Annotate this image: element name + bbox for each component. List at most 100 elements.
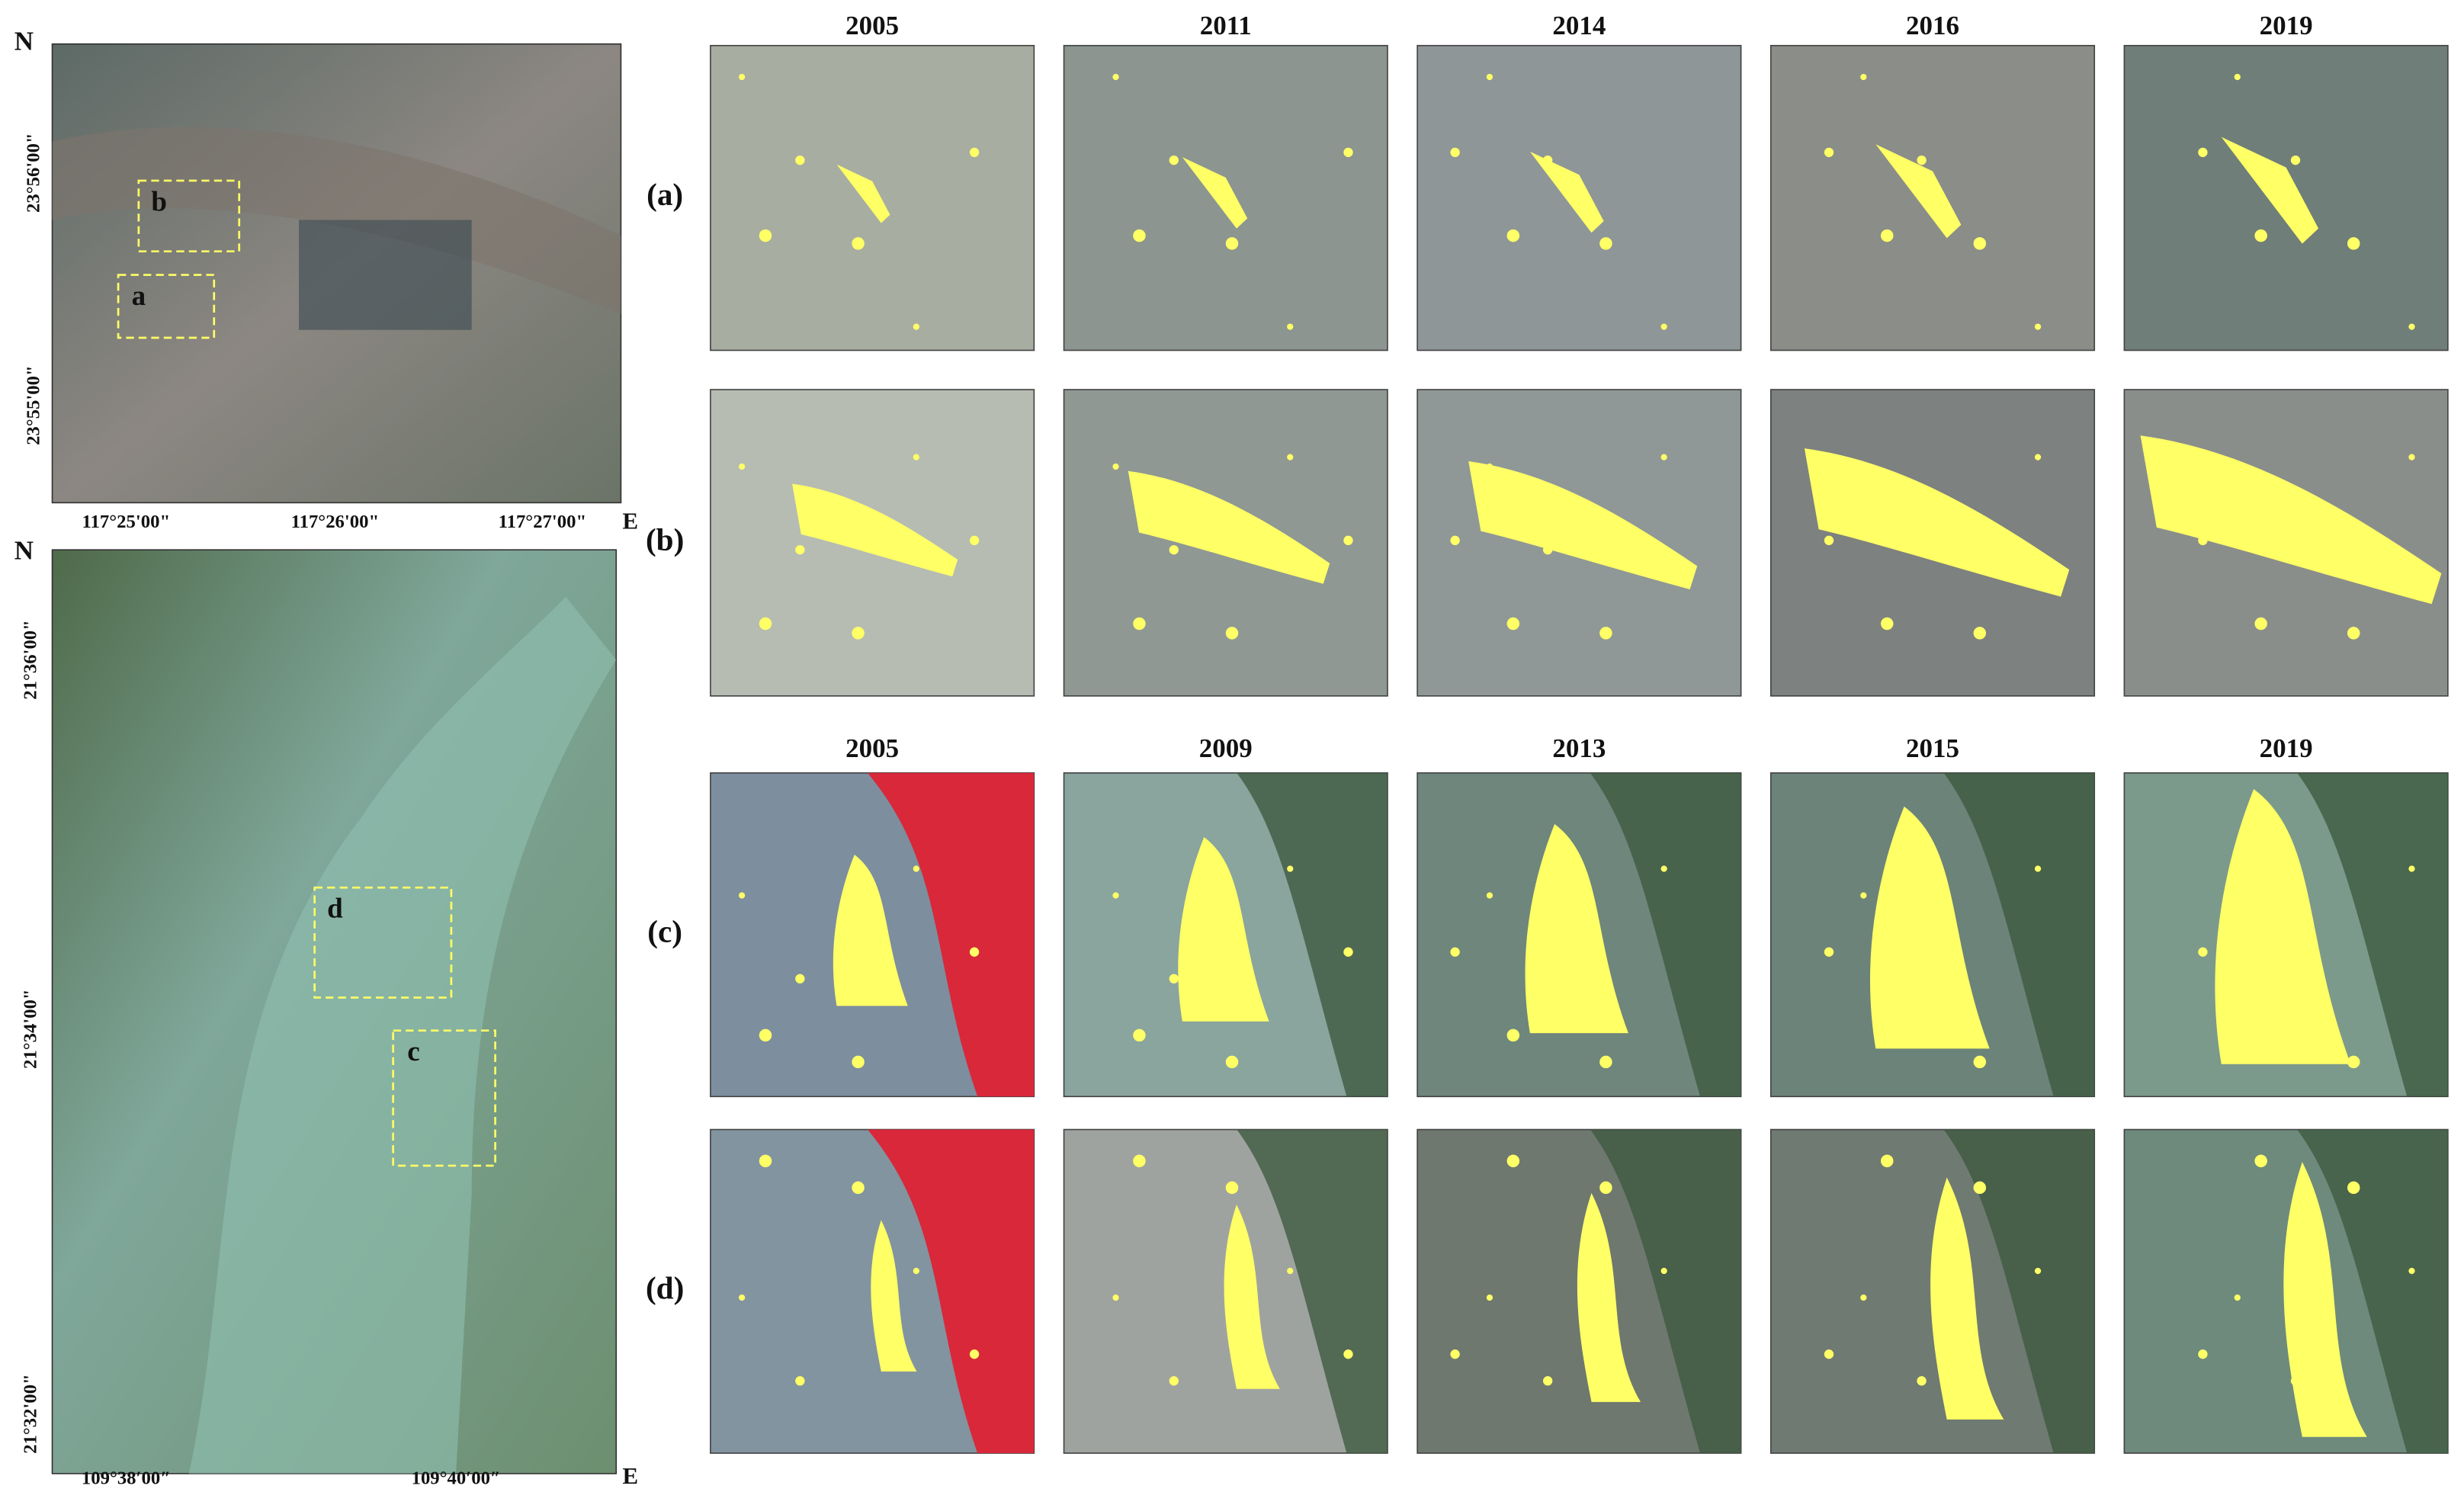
tidal-flat-patch	[795, 974, 805, 984]
vegetation-green	[2297, 1129, 2448, 1454]
vegetation-green	[1590, 1129, 1741, 1454]
tidal-flat-patch	[2234, 1294, 2241, 1301]
tidal-flat-patch	[1450, 147, 1460, 158]
year-header: 2005	[845, 11, 899, 40]
tidal-flat-patch	[2254, 1154, 2267, 1167]
tidal-flat-mask	[2140, 435, 2442, 605]
tidal-flat-mask	[1128, 470, 1330, 584]
tidal-flat-mask	[836, 164, 890, 223]
tidal-flat-patch	[2034, 454, 2042, 460]
tidal-flat-patch	[852, 1055, 865, 1069]
tidal-flat-patch	[759, 1028, 772, 1042]
year-header: 2019	[2260, 11, 2313, 40]
tidal-flat-patch	[1225, 1181, 1239, 1195]
tidal-flat-patch	[1287, 323, 1294, 330]
tidal-flat-patch	[795, 155, 805, 165]
longitude-label: 117°27'00"	[499, 512, 587, 532]
tidal-flat-patch	[2408, 454, 2415, 460]
tidal-flat-patch	[2408, 865, 2415, 872]
tidal-flat-patch	[2347, 237, 2360, 250]
tidal-flat-mask	[1224, 1205, 1280, 1389]
year-header: 2016	[1906, 11, 1959, 40]
study-area-label: c	[407, 1036, 419, 1067]
tidal-flat-mask	[1804, 448, 2070, 597]
tidal-flat-patch	[2347, 1181, 2360, 1195]
vegetation-green	[2297, 772, 2448, 1097]
tidal-flat-patch	[2290, 974, 2301, 984]
tidal-flat-patch	[1973, 1055, 1987, 1069]
tidal-flat-patch	[1881, 229, 1894, 242]
tidal-flat-patch	[1169, 974, 1179, 984]
tidal-flat-patch	[1860, 463, 1867, 470]
tidal-flat-patch	[2198, 147, 2208, 158]
vegetation-green	[1943, 772, 2095, 1097]
tidal-flat-patch	[1112, 892, 1119, 899]
tidal-flat-patch	[913, 865, 919, 872]
tidal-flat-patch	[1860, 73, 1867, 81]
tidal-flat-patch	[1506, 617, 1520, 631]
tidal-flat-patch	[1506, 1154, 1520, 1167]
tidal-flat-patch	[1917, 545, 1927, 555]
tidal-flat-patch	[2408, 323, 2415, 330]
year-header: 2013	[1552, 733, 1606, 763]
tidal-flat-mask	[1875, 144, 1962, 239]
tidal-flat-patch	[1486, 73, 1493, 81]
vegetation-green	[1590, 772, 1741, 1097]
tidal-flat-patch	[2234, 892, 2241, 899]
tidal-flat-patch	[1287, 454, 1294, 460]
tidal-flat-patch	[1112, 73, 1119, 81]
tidal-flat-patch	[1450, 947, 1460, 957]
tidal-flat-patch	[1542, 155, 1553, 165]
tidal-flat-patch	[1169, 1376, 1179, 1386]
tidal-flat-patch	[969, 947, 980, 957]
tidal-flat-patch	[2198, 1349, 2208, 1359]
row-label: (c)	[647, 913, 682, 949]
tidal-flat-patch	[1133, 229, 1146, 242]
east-label: E	[623, 1462, 639, 1489]
latitude-label: 23°55'00"	[24, 365, 44, 445]
tidal-flat-patch	[1486, 1294, 1493, 1301]
tidal-flat-patch	[2290, 545, 2301, 555]
tidal-flat-patch	[1343, 147, 1353, 158]
tidal-flat-patch	[2034, 865, 2042, 872]
latitude-label: 21°32'00"	[20, 1374, 40, 1454]
tidal-flat-patch	[2198, 947, 2208, 957]
tidal-flat-patch	[1881, 1028, 1894, 1042]
longitude-label: 117°26'00"	[291, 512, 380, 532]
tidal-flat-patch	[1343, 1349, 1353, 1359]
latitude-label: 21°34'00"	[20, 989, 40, 1069]
tidal-flat-mask	[1529, 151, 1604, 233]
row-label: (b)	[646, 521, 684, 557]
tidal-flat-patch	[1881, 617, 1894, 631]
tidal-flat-mask	[1869, 806, 1990, 1049]
tidal-flat-patch	[738, 463, 746, 470]
tidal-flat-patch	[1133, 1028, 1146, 1042]
year-header: 2015	[1906, 733, 1959, 763]
study-area-box	[392, 1029, 496, 1167]
tidal-flat-patch	[2198, 535, 2208, 546]
tidal-flat-patch	[1450, 1349, 1460, 1359]
tidal-flat-patch	[1660, 1267, 1667, 1275]
row-label: (d)	[646, 1270, 684, 1306]
tidal-flat-patch	[1287, 865, 1294, 872]
tidal-flat-mask	[792, 483, 958, 577]
tidal-flat-patch	[2408, 1267, 2415, 1275]
tidal-flat-patch	[852, 237, 865, 250]
tidal-flat-patch	[1225, 237, 1239, 250]
study-area-box	[137, 179, 241, 253]
tidal-flat-patch	[1599, 1055, 1612, 1069]
tidal-flat-patch	[1660, 454, 1667, 460]
vegetation-green	[1237, 772, 1388, 1097]
tidal-flat-patch	[1824, 147, 1834, 158]
tidal-flat-patch	[2290, 1376, 2301, 1386]
longitude-label: 117°25'00"	[82, 512, 171, 532]
vegetation-red	[867, 772, 1035, 1097]
row-label: (a)	[646, 177, 683, 213]
tidal-flat-patch	[1133, 617, 1146, 631]
tidal-flat-patch	[759, 617, 772, 631]
tidal-flat-patch	[2234, 463, 2241, 470]
tidal-flat-patch	[738, 73, 746, 81]
study-area-label: b	[151, 186, 167, 217]
tidal-flat-patch	[1506, 1028, 1520, 1042]
